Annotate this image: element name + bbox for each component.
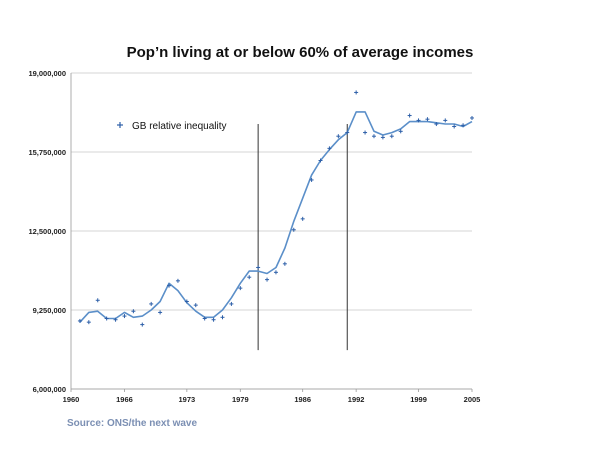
data-point bbox=[407, 113, 412, 118]
data-point bbox=[318, 158, 323, 163]
data-point bbox=[256, 265, 261, 270]
data-point bbox=[122, 314, 127, 319]
y-tick-label: 9,250,000 bbox=[33, 306, 66, 315]
data-point bbox=[95, 298, 100, 303]
data-point bbox=[416, 118, 421, 123]
x-tick-label: 1973 bbox=[179, 395, 196, 404]
data-point bbox=[336, 134, 341, 139]
data-point bbox=[113, 317, 118, 322]
x-tick-label: 1999 bbox=[410, 395, 427, 404]
data-point bbox=[309, 177, 314, 182]
x-tick-label: 1966 bbox=[116, 395, 133, 404]
data-point bbox=[327, 146, 332, 151]
chart-title: Pop’n living at or below 60% of average … bbox=[126, 44, 474, 61]
data-point bbox=[425, 117, 430, 122]
data-point bbox=[202, 316, 207, 321]
data-point bbox=[86, 320, 91, 325]
data-point bbox=[291, 227, 296, 232]
data-point bbox=[345, 130, 350, 135]
data-point bbox=[389, 134, 394, 139]
legend-label: GB relative inequality bbox=[132, 121, 227, 132]
data-point bbox=[184, 299, 189, 304]
data-point bbox=[398, 129, 403, 134]
data-point bbox=[443, 118, 448, 123]
data-point bbox=[371, 134, 376, 139]
x-tick-label: 1960 bbox=[63, 395, 80, 404]
x-tick-label: 1992 bbox=[348, 395, 365, 404]
data-point bbox=[220, 315, 225, 320]
data-point bbox=[452, 124, 457, 129]
data-point bbox=[273, 270, 278, 275]
data-point bbox=[354, 90, 359, 95]
x-tick-label: 1979 bbox=[232, 395, 249, 404]
y-tick-label: 6,000,000 bbox=[33, 385, 66, 394]
data-point bbox=[363, 130, 368, 135]
data-point bbox=[167, 283, 172, 288]
series-line bbox=[79, 111, 473, 323]
x-tick-label: 2005 bbox=[464, 395, 481, 404]
legend-item: GB relative inequality bbox=[117, 121, 227, 132]
data-point bbox=[193, 303, 198, 308]
y-tick-label: 12,500,000 bbox=[28, 227, 66, 236]
data-point bbox=[247, 275, 252, 280]
data-point bbox=[158, 310, 163, 315]
data-point bbox=[104, 316, 109, 321]
source-note: Source: ONS/the next wave bbox=[67, 418, 198, 429]
x-tick-label: 1986 bbox=[294, 395, 311, 404]
data-point bbox=[140, 322, 145, 327]
data-point bbox=[265, 277, 270, 282]
data-point bbox=[461, 123, 466, 128]
y-tick-label: 15,750,000 bbox=[28, 148, 66, 157]
data-point bbox=[131, 309, 136, 314]
data-point bbox=[380, 135, 385, 140]
data-point bbox=[282, 261, 287, 266]
data-point bbox=[211, 317, 216, 322]
data-point bbox=[175, 278, 180, 283]
data-point bbox=[470, 115, 474, 120]
data-point bbox=[238, 286, 243, 291]
data-point bbox=[229, 301, 234, 306]
data-point bbox=[77, 318, 82, 323]
data-point bbox=[434, 122, 439, 127]
data-point bbox=[149, 301, 154, 306]
y-tick-label: 19,000,000 bbox=[28, 69, 66, 78]
data-point bbox=[300, 216, 305, 221]
